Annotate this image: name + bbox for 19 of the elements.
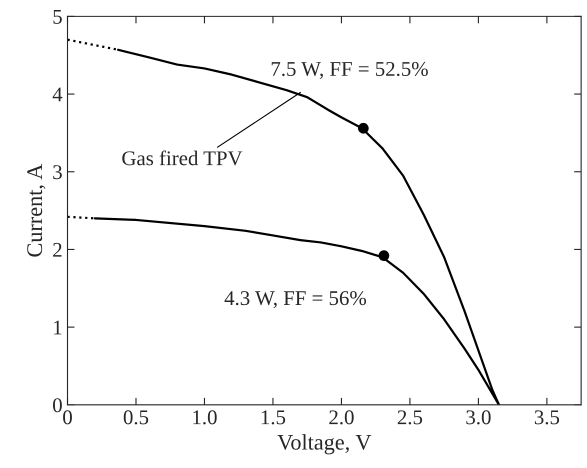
y-axis-title: Current, A	[27, 164, 46, 257]
x-axis-title: Voltage, V	[277, 434, 372, 454]
annotation: Gas fired TPV	[122, 150, 242, 166]
x-tick-label: 2.5	[398, 410, 422, 424]
x-tick-label: 3.0	[466, 410, 491, 424]
annotation: 7.5 W, FF = 52.5%	[272, 62, 428, 79]
x-tick-label: 3.5	[534, 410, 560, 424]
y-tick-label: 1	[54, 320, 62, 334]
y-tick-label: 5	[53, 10, 62, 24]
y-tick-label: 0	[53, 398, 62, 412]
x-tick-label: 0.5	[124, 410, 148, 424]
y-tick-label: 2	[53, 242, 62, 257]
annotation: 4.3 W, FF = 56%	[224, 291, 366, 308]
x-tick-label: 0	[63, 410, 72, 424]
x-tick-label: 1.0	[193, 410, 217, 424]
x-tick-label: 2.0	[329, 410, 354, 424]
x-tick-label: 1.5	[262, 410, 286, 424]
y-tick-label: 3	[53, 165, 62, 180]
y-tick-label: 4	[52, 88, 62, 102]
